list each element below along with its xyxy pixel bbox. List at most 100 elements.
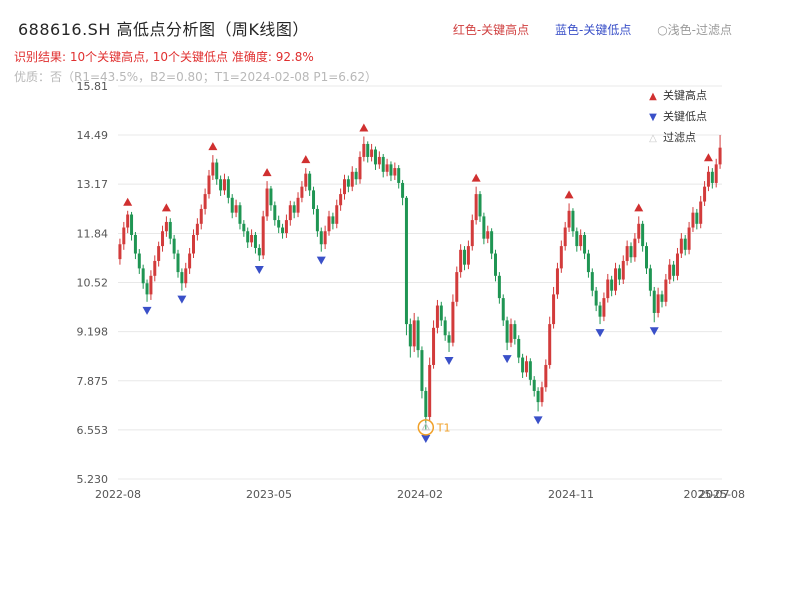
candle-body xyxy=(130,214,134,235)
candle-body xyxy=(524,361,528,373)
candle-body xyxy=(494,253,497,276)
candle-body xyxy=(668,264,672,280)
candle-body xyxy=(575,231,579,247)
t1-circle xyxy=(417,419,435,436)
candle-body xyxy=(660,294,664,302)
candle-body xyxy=(672,264,676,276)
candle-body xyxy=(451,301,455,343)
chart-legend-row-key-low: ▼ 关键低点 xyxy=(646,107,707,128)
candle-body xyxy=(161,231,165,247)
y-tick-label: 5.230 xyxy=(77,473,109,486)
candle-body xyxy=(509,324,513,343)
candle-body xyxy=(517,338,521,358)
y-tick-label: 6.553 xyxy=(77,424,109,437)
candle-body xyxy=(625,246,629,261)
candle-body xyxy=(304,173,308,187)
candle-body xyxy=(633,238,637,258)
candle-body xyxy=(397,168,401,183)
key-low-marker xyxy=(177,295,187,304)
candle-body xyxy=(168,221,172,239)
candle-body xyxy=(203,194,207,209)
chart-legend-row-filtered: △ 过滤点 xyxy=(646,128,707,149)
candle-body xyxy=(145,283,149,295)
candle-body xyxy=(269,188,273,206)
candle-body xyxy=(586,253,590,273)
candle-body xyxy=(412,320,416,347)
x-tick-label: 2023-05 xyxy=(246,488,292,501)
candle-body xyxy=(714,164,718,183)
candle-body xyxy=(528,361,532,380)
candle-body xyxy=(226,179,230,198)
y-tick-label: 9.198 xyxy=(77,326,109,339)
candle-body xyxy=(435,305,439,328)
candle-body xyxy=(261,216,265,256)
candle-body xyxy=(563,227,567,247)
quality-line: 优质：否（R1=43.5%，B2=0.80；T1=2024-02-08 P1=6… xyxy=(14,70,378,84)
candle-body xyxy=(195,223,199,235)
candle-body xyxy=(470,220,474,247)
candle-body xyxy=(339,194,343,206)
candle-body xyxy=(544,364,548,388)
candle-body xyxy=(687,227,691,250)
candle-body xyxy=(184,268,188,284)
candle-body xyxy=(621,260,625,280)
key-low-marker xyxy=(595,329,605,338)
candle-body xyxy=(211,162,215,176)
candle-body xyxy=(466,246,470,265)
candle-body xyxy=(164,221,168,232)
candle-body xyxy=(343,179,346,195)
candle-body xyxy=(126,214,130,228)
triangle-hollow-icon: △ xyxy=(649,133,657,144)
candle-body xyxy=(648,268,652,291)
candle-body xyxy=(389,164,393,176)
y-tick-label: 15.81 xyxy=(77,80,109,93)
t1-label: T1 xyxy=(436,421,451,434)
candle-body xyxy=(257,247,261,256)
candle-body xyxy=(373,149,377,165)
candle-body xyxy=(617,268,621,280)
candle-body xyxy=(675,253,679,276)
key-high-marker xyxy=(262,168,272,177)
x-tick-label: 2025-07 xyxy=(684,488,730,501)
candle-body xyxy=(664,279,668,302)
candle-body xyxy=(474,194,478,221)
candle-body xyxy=(312,190,316,209)
candle-body xyxy=(319,231,323,245)
candle-body xyxy=(238,205,242,224)
chart-legend: ▲ 关键高点 ▼ 关键低点 △ 过滤点 xyxy=(646,86,707,149)
candle-body xyxy=(323,231,327,245)
candle-body xyxy=(246,231,250,243)
candle-body xyxy=(385,164,389,172)
candle-body xyxy=(188,253,192,269)
candle-body xyxy=(215,162,219,180)
candle-body xyxy=(583,234,587,254)
candle-body xyxy=(521,357,525,373)
candle-body xyxy=(133,234,137,254)
candle-body xyxy=(366,143,370,157)
candle-body xyxy=(416,320,420,351)
candle-body xyxy=(548,324,552,365)
candle-body xyxy=(532,379,536,391)
candle-body xyxy=(180,272,184,284)
candle-body xyxy=(710,171,714,183)
candle-body xyxy=(614,268,618,291)
key-low-marker xyxy=(254,265,264,274)
candle-body xyxy=(122,227,126,245)
candle-body xyxy=(137,253,141,269)
y-tick-label: 11.84 xyxy=(77,227,109,240)
candle-body xyxy=(265,188,269,217)
key-low-marker xyxy=(142,306,152,315)
candle-body xyxy=(219,179,223,191)
chart-legend-row-key-high: ▲ 关键高点 xyxy=(646,86,707,107)
key-low-marker xyxy=(421,434,431,443)
y-tick-label: 13.17 xyxy=(77,178,109,191)
candle-body xyxy=(377,156,381,165)
header-legend-key-low: 蓝色-关键低点 xyxy=(555,23,632,37)
candle-body xyxy=(598,305,602,317)
candle-body xyxy=(199,208,203,224)
candle-body xyxy=(463,249,467,265)
key-low-marker xyxy=(444,356,454,365)
chart-legend-label: 关键高点 xyxy=(663,89,707,102)
candle-body xyxy=(706,171,710,187)
